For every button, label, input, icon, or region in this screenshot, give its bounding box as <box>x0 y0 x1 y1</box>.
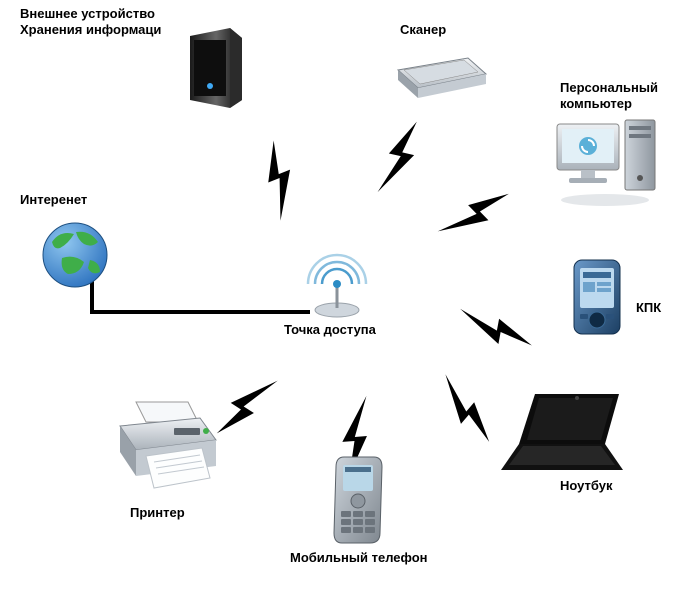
pda-label: КПК <box>636 300 661 316</box>
internet-wire <box>90 310 310 314</box>
signal-bolt-4 <box>424 367 506 454</box>
signal-bolt-0 <box>252 137 308 224</box>
access-point-icon <box>302 250 372 320</box>
scanner-icon <box>390 40 490 100</box>
pc-icon <box>555 118 665 208</box>
laptop-icon <box>495 390 625 475</box>
signal-bolt-1 <box>366 113 433 202</box>
access-point <box>302 250 372 320</box>
printer-node <box>110 398 220 498</box>
signal-bolt-3 <box>451 298 540 363</box>
scanner-label: Сканер <box>400 22 446 38</box>
mobile-node <box>330 455 385 545</box>
pda-icon <box>570 258 625 338</box>
internet-label: Интеренет <box>20 192 87 208</box>
scanner-node <box>390 40 490 100</box>
pc-label: Персональный компьютер <box>560 80 658 111</box>
mobile-label: Мобильный телефон <box>290 550 428 566</box>
laptop-node <box>495 390 625 475</box>
mobile-icon <box>330 455 385 545</box>
signal-bolt-2 <box>431 176 519 255</box>
printer-icon <box>110 398 220 498</box>
storage-label: Внешнее устройство Хранения информаци <box>20 6 161 37</box>
storage-node <box>180 28 250 108</box>
pda-node <box>570 258 625 338</box>
storage-icon <box>180 28 250 108</box>
laptop-label: Ноутбук <box>560 478 613 494</box>
printer-label: Принтер <box>130 505 185 521</box>
pc-node <box>555 118 665 208</box>
internet-node <box>40 220 110 290</box>
access-point-label: Точка доступа <box>284 322 376 338</box>
globe-icon <box>40 220 110 290</box>
